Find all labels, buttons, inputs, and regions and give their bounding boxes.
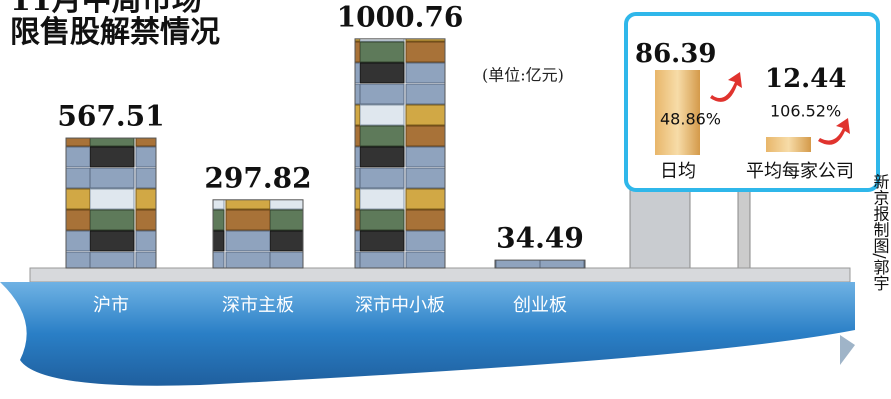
hull xyxy=(0,282,855,386)
title-line2: 限售股解禁情况 xyxy=(10,15,220,50)
up-arrow xyxy=(818,118,850,145)
up-arrow xyxy=(710,72,742,102)
category-label: 深市主板 xyxy=(222,295,294,316)
inset-daily-stack xyxy=(655,70,700,155)
credit-text: 新京报制图/郭宇 xyxy=(871,173,890,290)
inset-change: 48.86% xyxy=(660,110,721,129)
container-stack xyxy=(65,137,157,269)
bars: 567.51 沪市 297.82 深市主板 1000.76 深市中小板 34.49 创业板 xyxy=(57,0,586,316)
container-stack xyxy=(212,199,304,269)
bridge xyxy=(629,189,691,276)
inset-label: 日均 xyxy=(660,161,696,182)
category-label: 深市中小板 xyxy=(355,295,445,316)
inset-value: 86.39 xyxy=(635,39,716,69)
inset-label: 平均每家公司 xyxy=(746,161,854,182)
propeller xyxy=(840,335,855,365)
credit: 新京报制图/郭宇 xyxy=(871,173,890,290)
value-label: 1000.76 xyxy=(337,0,464,33)
value-label: 34.49 xyxy=(496,222,584,255)
deck xyxy=(29,267,851,283)
inset-value: 12.44 xyxy=(765,64,846,94)
category-label: 创业板 xyxy=(513,295,567,316)
value-label: 567.51 xyxy=(57,100,164,133)
inset-company-stack xyxy=(766,137,811,152)
category-label: 沪市 xyxy=(93,295,129,316)
container-stack xyxy=(494,259,586,269)
unit: (单位:亿元) xyxy=(482,66,564,85)
container-stack xyxy=(354,38,446,269)
mast xyxy=(737,184,751,276)
title-line1: 11月中周市场 xyxy=(10,0,202,18)
inset-change: 106.52% xyxy=(770,102,841,121)
value-label: 297.82 xyxy=(204,161,311,194)
